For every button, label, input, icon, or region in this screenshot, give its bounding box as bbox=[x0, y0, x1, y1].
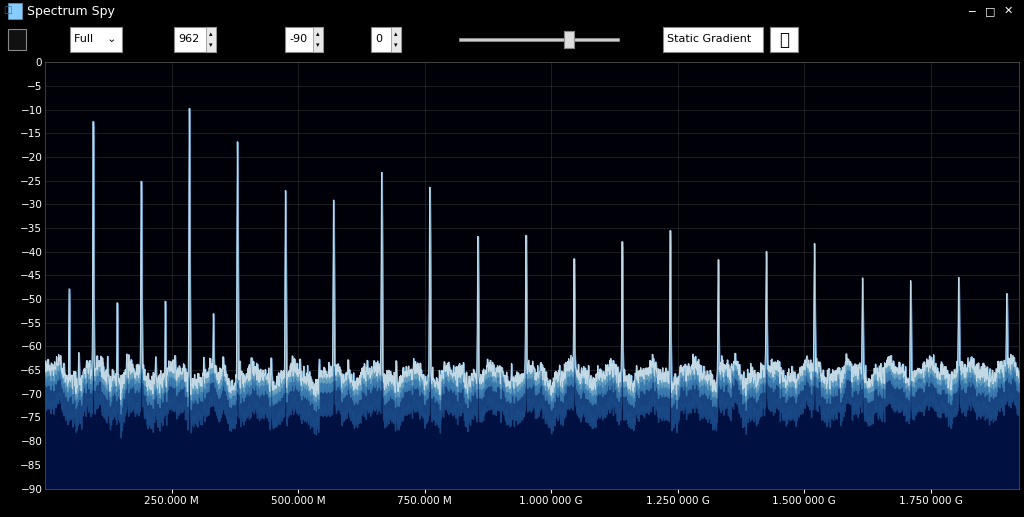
Text: ─: ─ bbox=[969, 6, 976, 16]
Bar bbox=[8, 29, 26, 50]
Text: Static Gradient   ⌄: Static Gradient ⌄ bbox=[667, 35, 771, 44]
Bar bbox=[206, 27, 216, 52]
Text: RF Gain:: RF Gain: bbox=[407, 33, 457, 46]
Bar bbox=[564, 31, 574, 48]
FancyBboxPatch shape bbox=[285, 27, 323, 52]
Bar bbox=[391, 27, 401, 52]
Bar bbox=[459, 38, 618, 41]
Text: ▴: ▴ bbox=[394, 31, 397, 37]
Text: ▾: ▾ bbox=[394, 42, 397, 48]
FancyBboxPatch shape bbox=[371, 27, 401, 52]
FancyBboxPatch shape bbox=[663, 27, 763, 52]
Text: Span:: Span: bbox=[34, 33, 68, 46]
Bar bbox=[8, 3, 22, 19]
Text: 0: 0 bbox=[375, 35, 382, 44]
Text: Full    ⌄: Full ⌄ bbox=[74, 35, 117, 44]
Text: Center:: Center: bbox=[128, 33, 172, 46]
Text: 📷: 📷 bbox=[779, 31, 790, 49]
Text: ✕: ✕ bbox=[1004, 6, 1013, 16]
Text: ▾: ▾ bbox=[316, 42, 319, 48]
FancyBboxPatch shape bbox=[70, 27, 122, 52]
Text: Max Y:: Max Y: bbox=[329, 33, 367, 46]
Bar bbox=[770, 27, 798, 52]
Text: MHz: MHz bbox=[221, 33, 246, 46]
Text: Style:: Style: bbox=[627, 33, 660, 46]
Text: ☐: ☐ bbox=[4, 6, 12, 16]
Text: 962: 962 bbox=[178, 35, 200, 44]
Text: □: □ bbox=[985, 6, 995, 16]
FancyBboxPatch shape bbox=[174, 27, 216, 52]
Text: Min Y:: Min Y: bbox=[247, 33, 282, 46]
Bar bbox=[313, 27, 323, 52]
Text: ▴: ▴ bbox=[209, 31, 213, 37]
Text: ▾: ▾ bbox=[209, 42, 213, 48]
Text: Spectrum Spy: Spectrum Spy bbox=[27, 5, 115, 18]
Text: -90: -90 bbox=[289, 35, 307, 44]
Text: ▴: ▴ bbox=[316, 31, 319, 37]
